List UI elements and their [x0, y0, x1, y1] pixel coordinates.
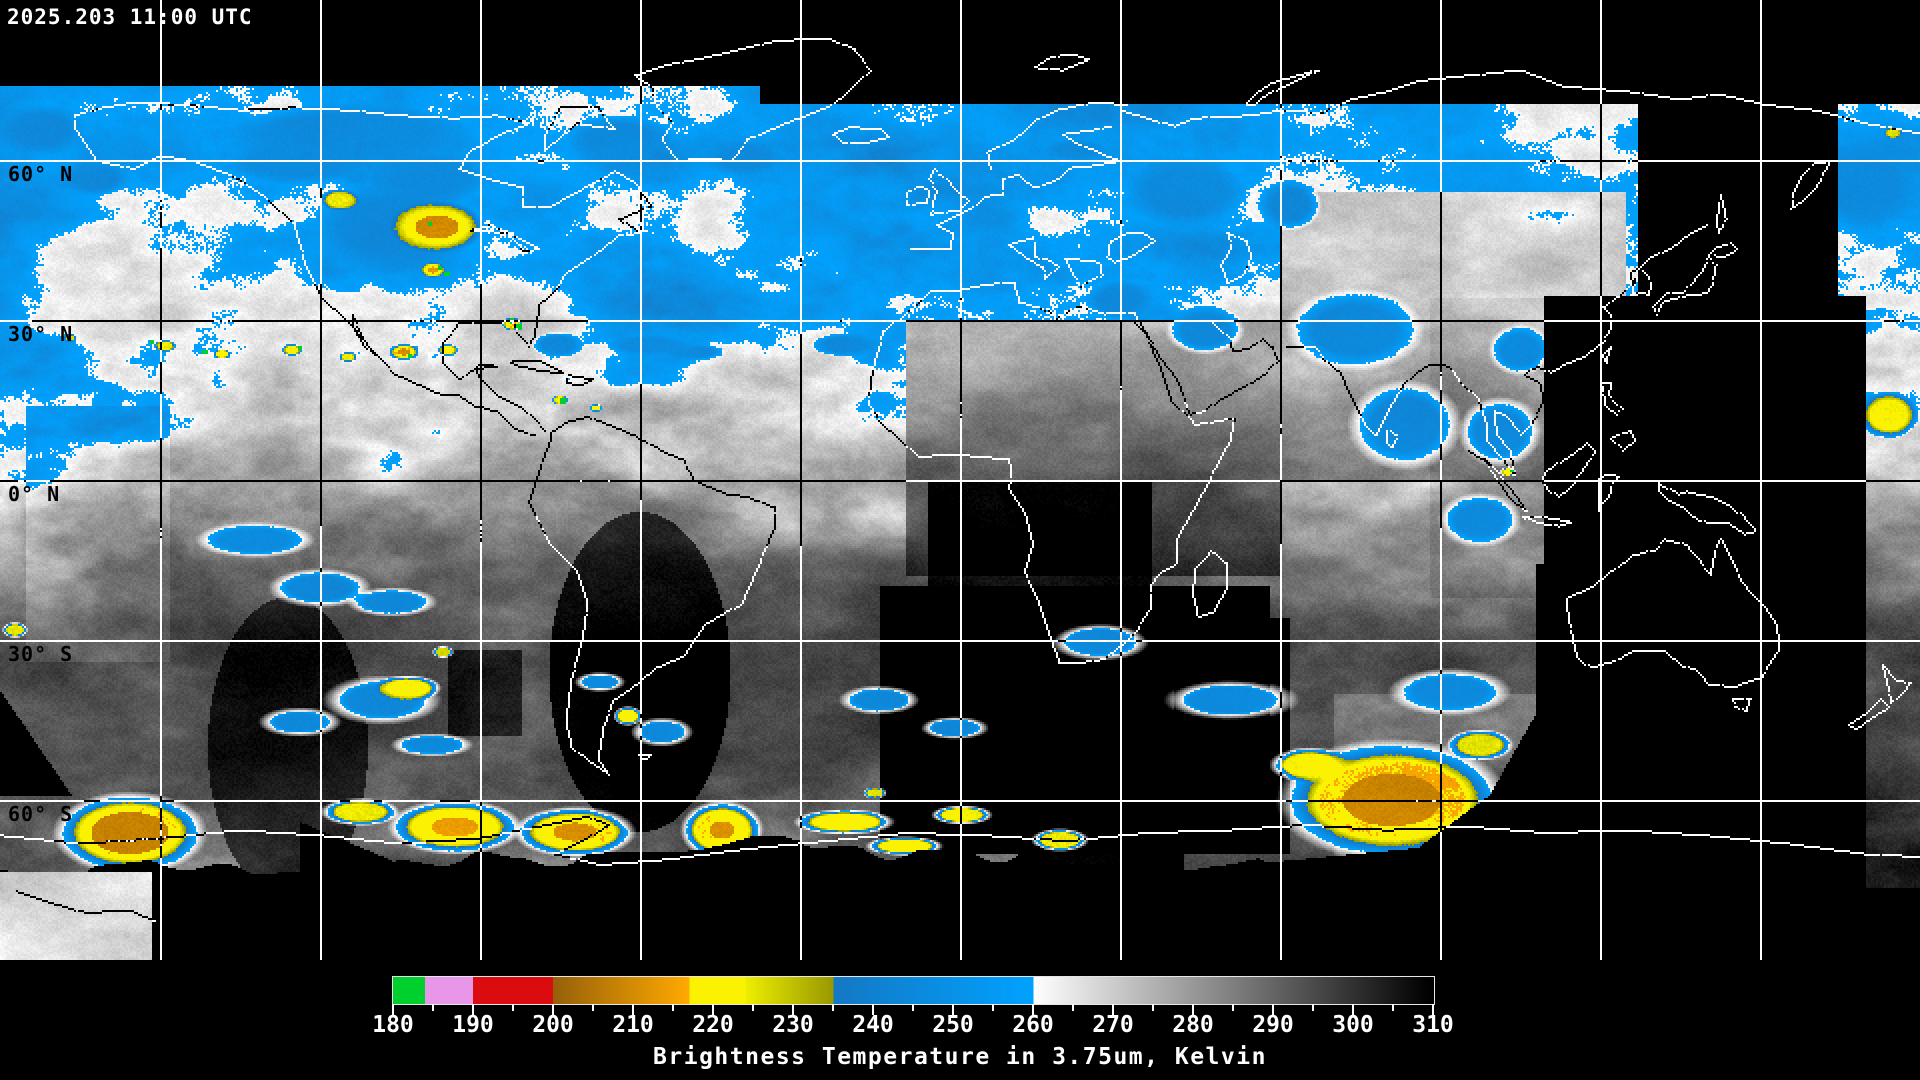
colorbar-tick-label: 250	[932, 1012, 974, 1038]
colorbar-tick	[1392, 1004, 1394, 1011]
colorbar-tick-label: 200	[532, 1012, 574, 1038]
colorbar-tick	[1192, 1004, 1194, 1015]
colorbar-tick	[672, 1004, 674, 1011]
colorbar-footer: 180 190 200 210 220 230 240 250 260 270 280 290 300 3…	[0, 960, 1920, 1080]
colorbar-tick	[792, 1004, 794, 1015]
colorbar-tick-label: 310	[1412, 1012, 1454, 1038]
colorbar-tick	[1152, 1004, 1154, 1011]
colorbar-tick	[752, 1004, 754, 1011]
latitude-label: 60° N	[8, 162, 74, 186]
colorbar-tick	[1432, 1004, 1434, 1015]
colorbar-tick	[832, 1004, 834, 1011]
colorbar	[392, 976, 1435, 1005]
colorbar-tick-label: 300	[1332, 1012, 1374, 1038]
colorbar-tick	[1232, 1004, 1234, 1011]
colorbar-tick	[1072, 1004, 1074, 1011]
colorbar-tick-label: 210	[612, 1012, 654, 1038]
colorbar-gradient	[393, 977, 1434, 1004]
colorbar-tick-label: 220	[692, 1012, 734, 1038]
colorbar-tick	[512, 1004, 514, 1011]
colorbar-tick	[472, 1004, 474, 1015]
colorbar-tick	[1112, 1004, 1114, 1015]
colorbar-tick-label: 190	[452, 1012, 494, 1038]
colorbar-tick-label: 260	[1012, 1012, 1054, 1038]
colorbar-tick-label: 290	[1252, 1012, 1294, 1038]
colorbar-tick	[1312, 1004, 1314, 1011]
timestamp: 2025.203 11:00 UTC	[7, 5, 253, 29]
colorbar-tick	[592, 1004, 594, 1011]
colorbar-tick-label: 270	[1092, 1012, 1134, 1038]
latitude-label: 30° S	[8, 642, 74, 666]
latitude-label: 60° S	[8, 802, 74, 826]
satellite-map-canvas	[0, 0, 1920, 960]
colorbar-tick	[1032, 1004, 1034, 1015]
colorbar-tick	[432, 1004, 434, 1011]
colorbar-tick	[392, 1004, 394, 1015]
colorbar-tick-label: 180	[372, 1012, 414, 1038]
colorbar-tick-label: 240	[852, 1012, 894, 1038]
colorbar-tick	[952, 1004, 954, 1015]
colorbar-tick	[992, 1004, 994, 1011]
colorbar-tick-label: 230	[772, 1012, 814, 1038]
colorbar-tick	[1272, 1004, 1274, 1015]
colorbar-tick	[632, 1004, 634, 1015]
colorbar-tick	[1352, 1004, 1354, 1015]
colorbar-tick	[552, 1004, 554, 1015]
colorbar-tick	[712, 1004, 714, 1015]
latitude-label: 0° N	[8, 482, 61, 506]
colorbar-title: Brightness Temperature in 3.75um, Kelvin	[653, 1044, 1267, 1070]
latitude-label: 30° N	[8, 322, 74, 346]
colorbar-tick-label: 280	[1172, 1012, 1214, 1038]
colorbar-tick	[872, 1004, 874, 1015]
colorbar-tick	[912, 1004, 914, 1011]
